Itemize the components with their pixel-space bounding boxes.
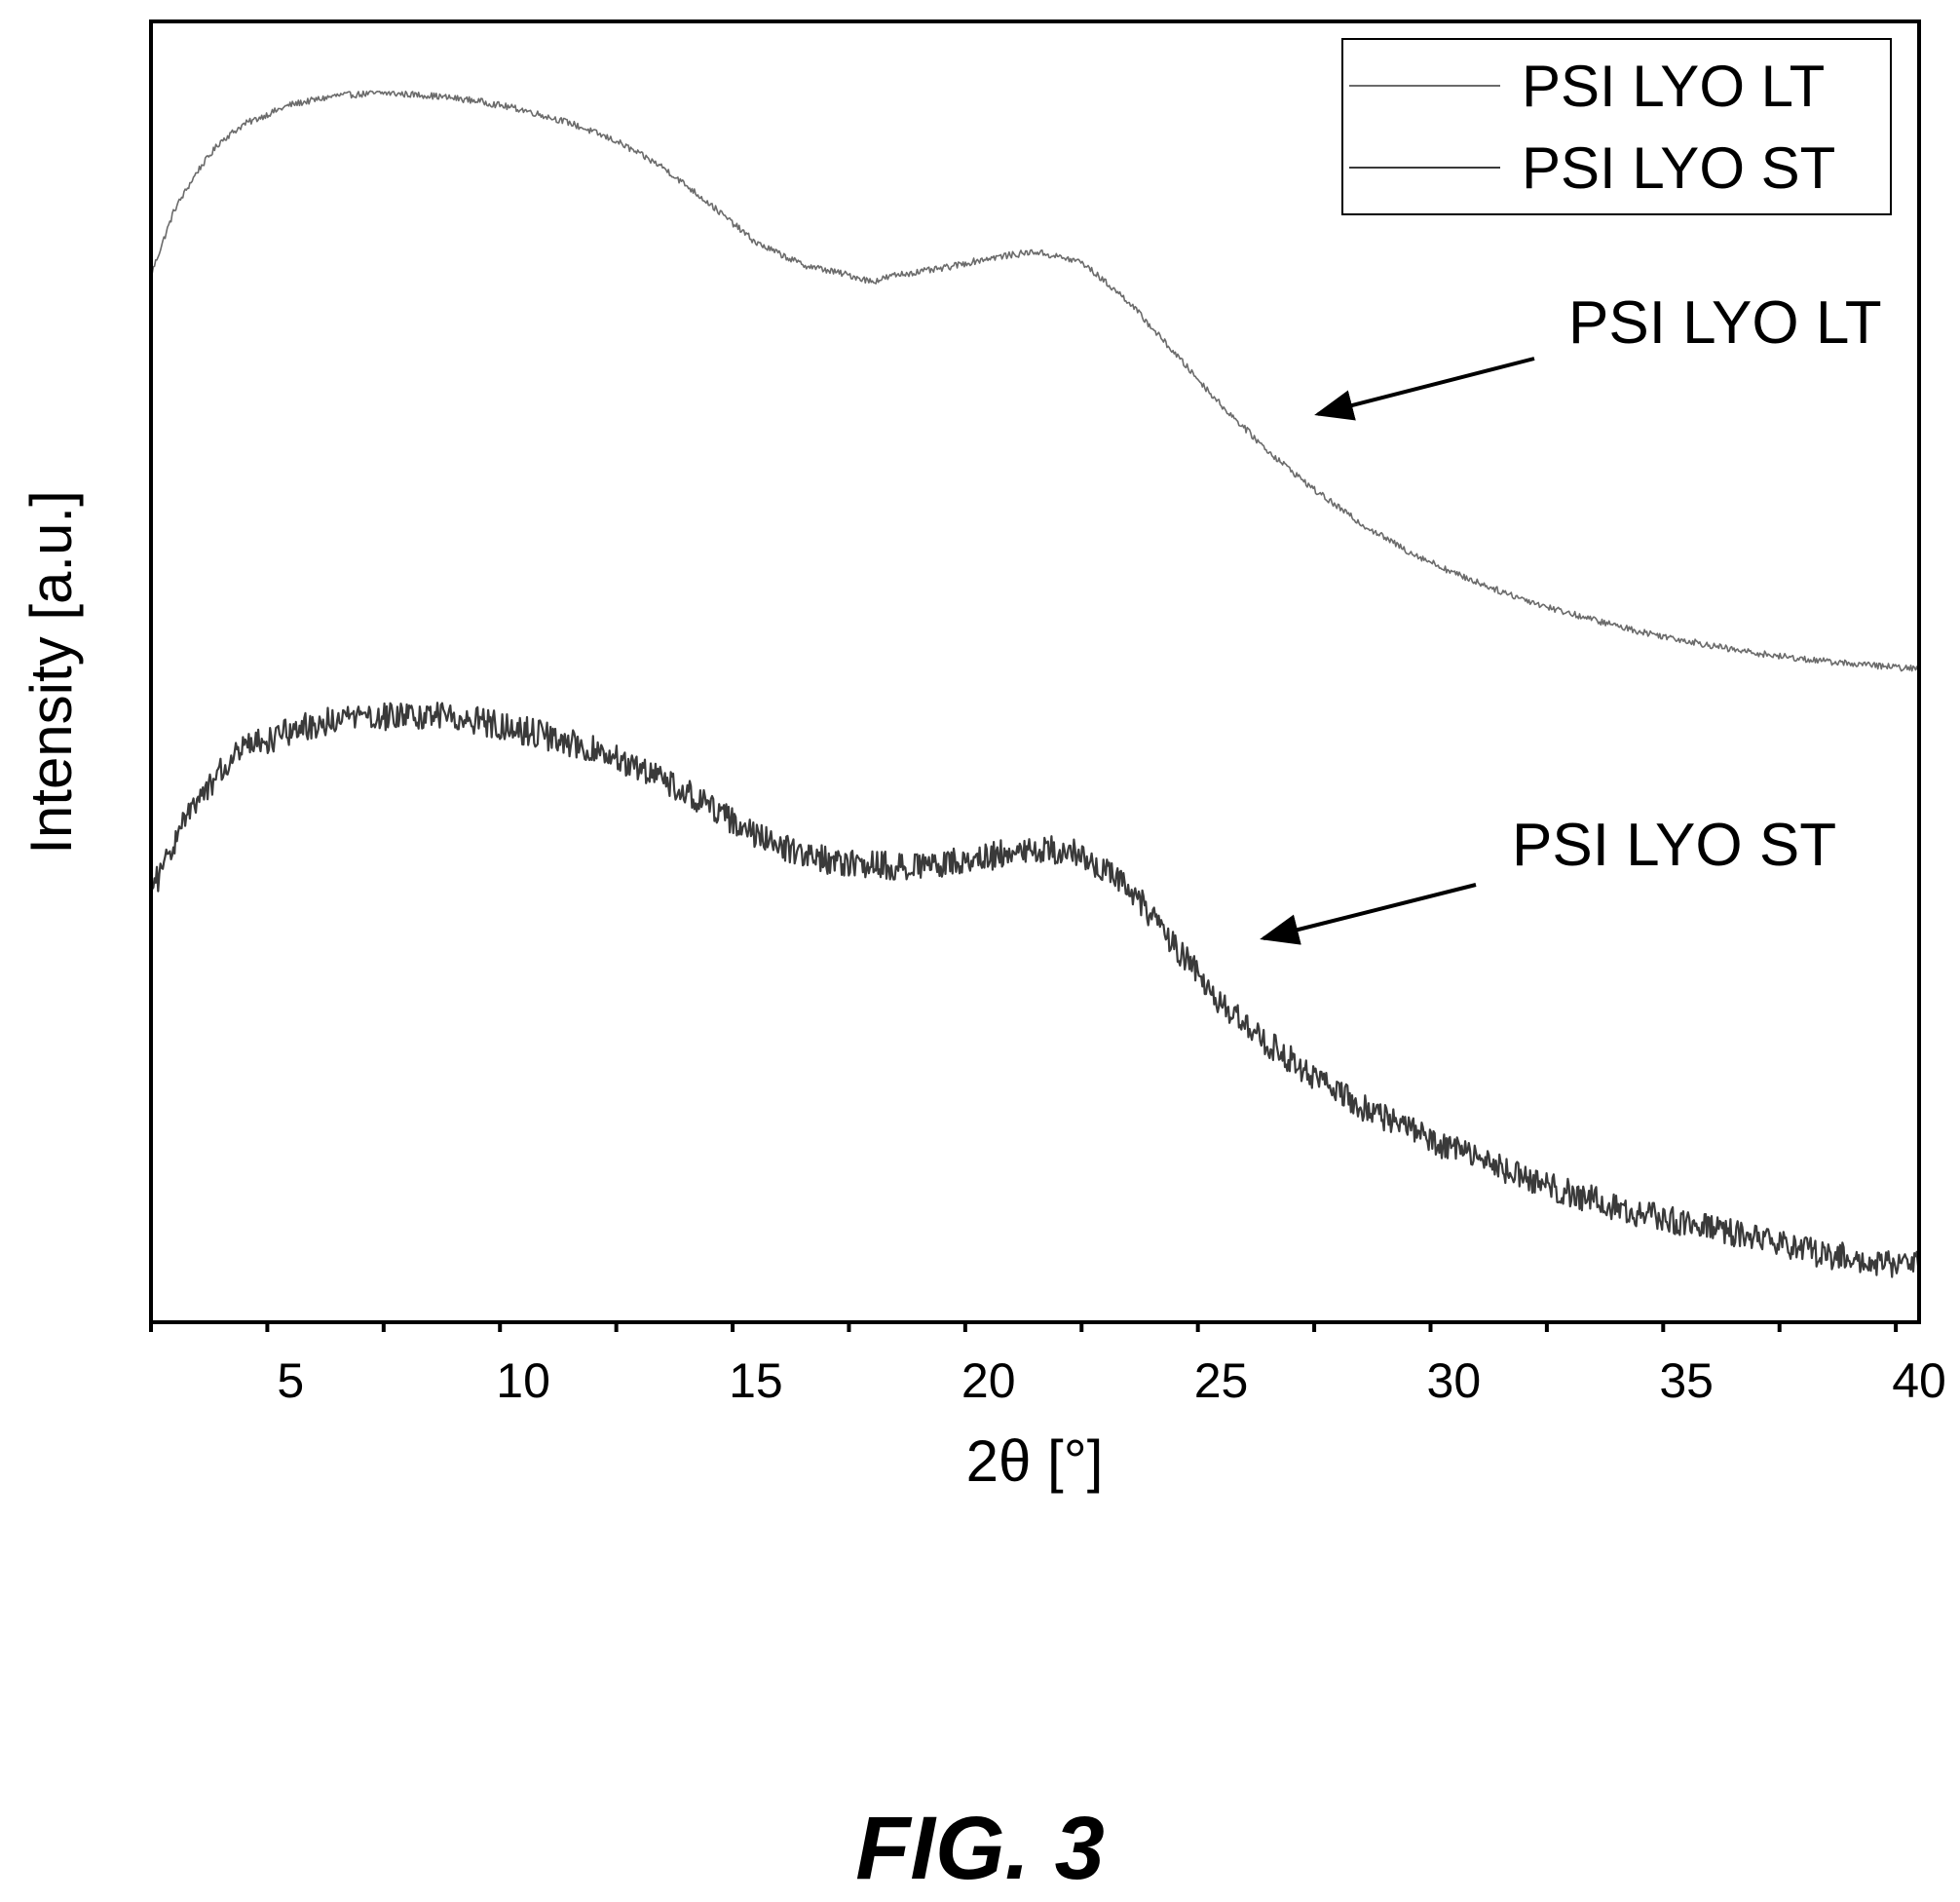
x-tick-label: 20 — [961, 1353, 1016, 1408]
legend-box — [1341, 38, 1892, 215]
legend: PSI LYO LT PSI LYO ST — [1341, 38, 1892, 215]
annotation-lt: PSI LYO LT — [1314, 289, 1882, 421]
series-line-psi-lyo-lt — [151, 90, 1920, 672]
x-axis-title: 2θ [°] — [966, 1428, 1104, 1494]
series-line-psi-lyo-st — [149, 702, 1921, 1278]
x-tick-label: 15 — [729, 1353, 783, 1408]
x-tick-label: 25 — [1194, 1353, 1249, 1408]
annotation-arrow-st — [1260, 883, 1477, 945]
x-tick-label: 30 — [1427, 1353, 1482, 1408]
annotation-label-lt: PSI LYO LT — [1568, 289, 1882, 357]
legend-label-st: PSI LYO ST — [1522, 135, 1835, 201]
annotation-st: PSI LYO ST — [1260, 812, 1836, 945]
x-tick-label: 10 — [496, 1353, 550, 1408]
plot-frame — [149, 19, 1921, 1324]
annotation-label-st: PSI LYO ST — [1512, 812, 1836, 879]
figure-caption: FIG. 3 — [855, 1799, 1105, 1898]
y-axis-title: Intensity [a.u.] — [19, 490, 84, 855]
x-tick-label: 35 — [1659, 1353, 1714, 1408]
annotation-arrow-lt — [1314, 357, 1535, 421]
x-tick-label: 40 — [1892, 1353, 1946, 1408]
x-tick-label: 5 — [277, 1353, 304, 1408]
legend-label-lt: PSI LYO LT — [1522, 54, 1825, 119]
